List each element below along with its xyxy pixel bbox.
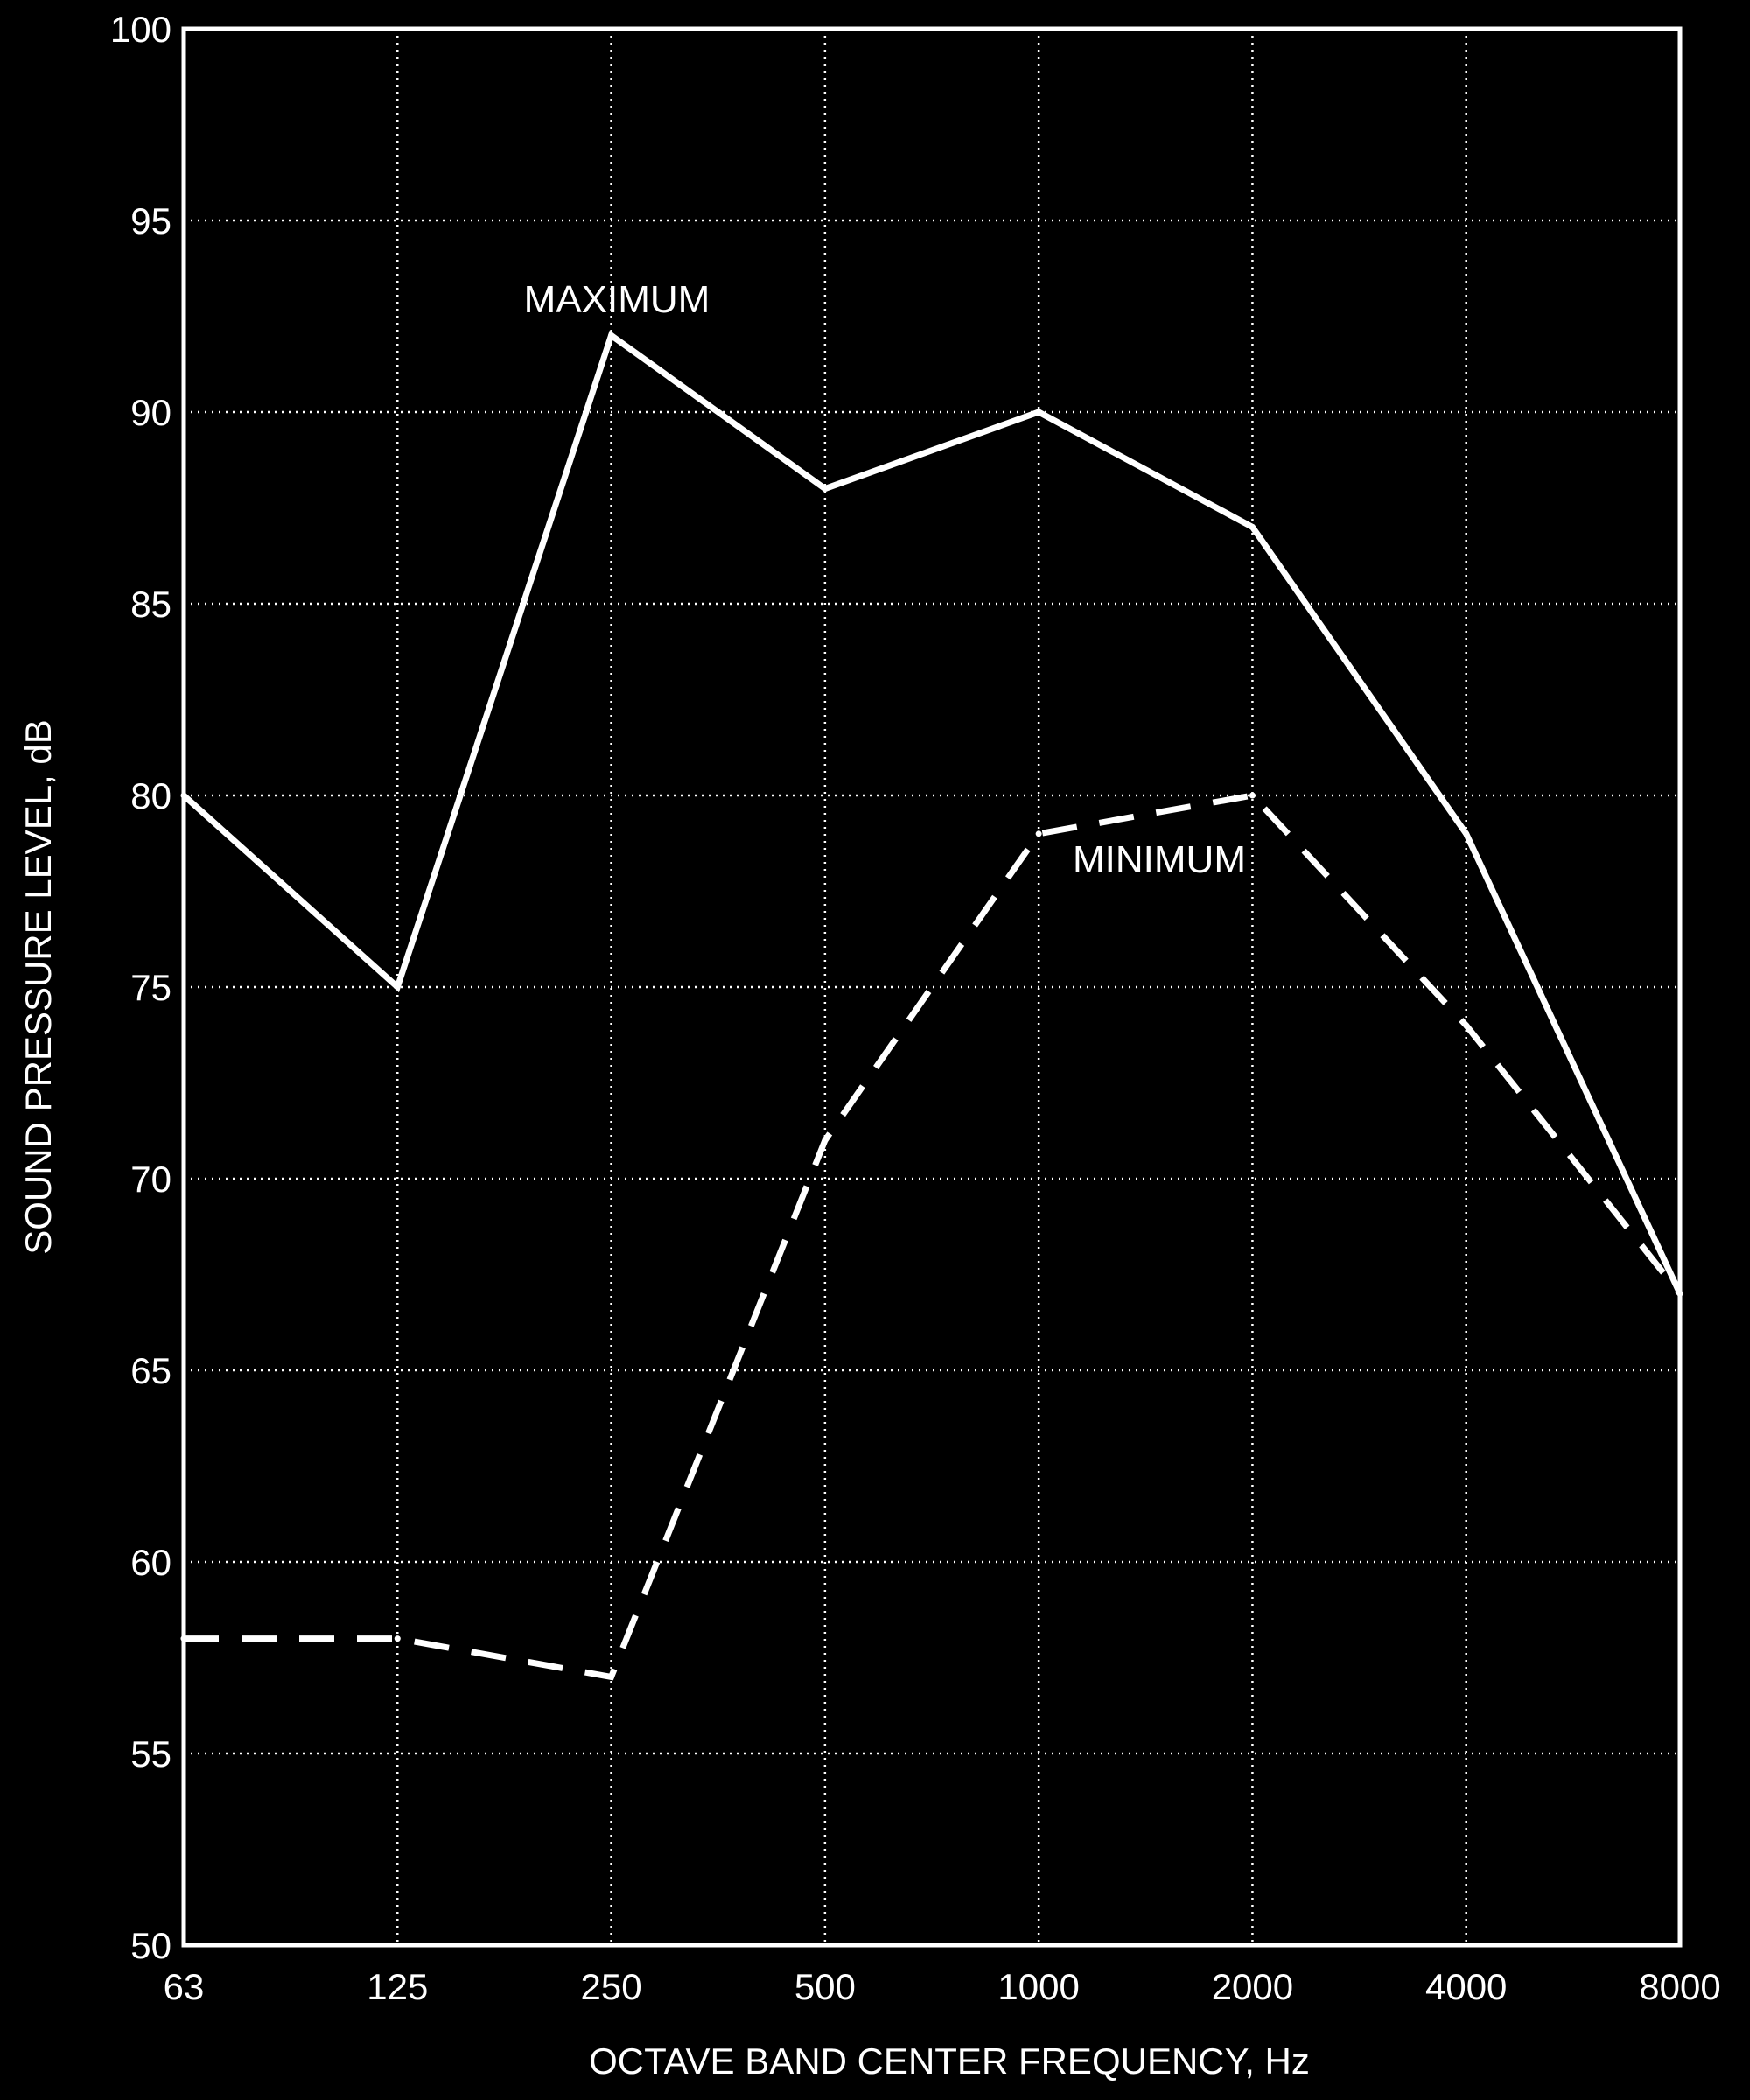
plot-frame (181, 26, 1683, 1948)
y-tick-label-65: 65 (130, 1350, 172, 1391)
y-tick-label-75: 75 (130, 967, 172, 1008)
data-point-minimum-125 (394, 1635, 401, 1642)
data-point-maximum-63 (180, 792, 187, 799)
x-tick-label-2000: 2000 (1212, 1966, 1293, 2007)
y-tick-label-95: 95 (130, 200, 172, 242)
y-tick-label-55: 55 (130, 1733, 172, 1774)
y-tick-label-100: 100 (110, 9, 172, 50)
data-point-minimum-8000 (1676, 1290, 1684, 1297)
x-tick-label-250: 250 (581, 1966, 642, 2007)
x-tick-label-1000: 1000 (998, 1966, 1079, 2007)
data-point-minimum-1000 (1035, 830, 1042, 837)
data-point-maximum-4000 (1463, 830, 1470, 837)
x-axis-label: OCTAVE BAND CENTER FREQUENCY, Hz (589, 2040, 1310, 2082)
x-tick-label-63: 63 (164, 1966, 205, 2007)
data-point-minimum-63 (180, 1635, 187, 1642)
y-tick-label-80: 80 (130, 775, 172, 816)
x-tick-label-500: 500 (794, 1966, 856, 2007)
data-point-minimum-500 (822, 1137, 829, 1144)
data-point-maximum-125 (394, 984, 401, 990)
data-point-minimum-4000 (1463, 1022, 1470, 1029)
data-point-minimum-2000 (1249, 792, 1256, 799)
series (180, 330, 1684, 1681)
y-tick-label-90: 90 (130, 392, 172, 433)
x-tick-label-8000: 8000 (1639, 1966, 1720, 2007)
data-point-maximum-1000 (1035, 409, 1042, 416)
y-tick-label-60: 60 (130, 1542, 172, 1583)
data-point-maximum-500 (822, 486, 829, 493)
y-axis-label: SOUND PRESSURE LEVEL, dB (18, 719, 59, 1255)
x-tick-label-125: 125 (367, 1966, 428, 2007)
series-line-maximum (181, 330, 1684, 1295)
x-tick-label-4000: 4000 (1425, 1966, 1507, 2007)
series-label-maximum: MAXIMUM (524, 278, 710, 321)
y-tick-label-70: 70 (130, 1158, 172, 1200)
data-point-maximum-2000 (1249, 523, 1256, 530)
tick-labels: 50 55 60 65 70 75 80 85 90 95 100 63 125 250 500 1000 20… (110, 9, 1721, 2007)
series-label-minimum: MINIMUM (1073, 838, 1246, 881)
series-line-minimum (184, 792, 1683, 1681)
grid (184, 29, 1680, 1945)
y-tick-label-85: 85 (130, 584, 172, 625)
data-point-maximum-250 (608, 332, 615, 339)
data-point-minimum-250 (608, 1673, 615, 1680)
y-tick-label-50: 50 (130, 1925, 172, 1966)
